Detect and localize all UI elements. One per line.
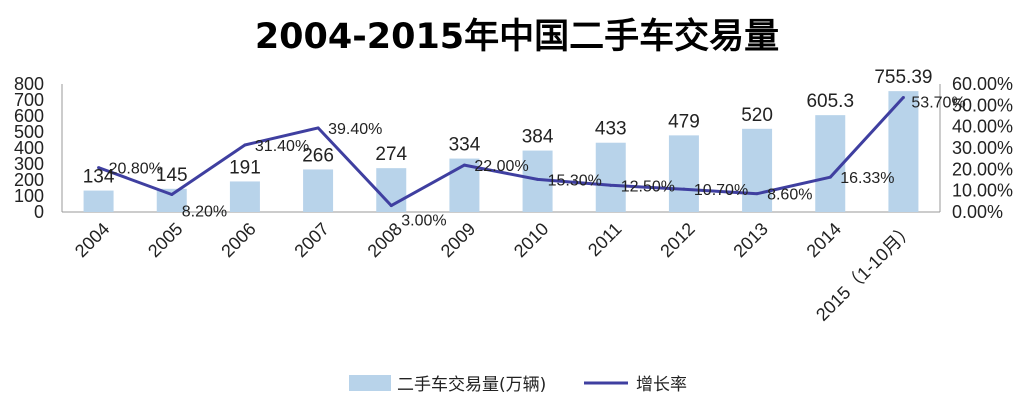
bar [888,91,919,212]
bar-data-label: 334 [449,135,481,156]
legend-label-line: 增长率 [636,375,687,395]
bar-data-label: 134 [83,167,115,188]
growth-data-label: 16.33% [840,170,894,187]
bar-data-label: 266 [302,145,334,166]
y-right-tick-label: 20.00% [952,159,1013,179]
x-tick-label: 2013 [729,219,771,261]
bar-data-label: 605.3 [806,91,854,112]
y-right-tick-label: 60.00% [952,74,1013,94]
growth-data-label: 8.60% [767,187,812,204]
legend-label-bar: 二手车交易量(万辆) [397,375,546,395]
bar [815,115,846,212]
y-right-tick-label: 0.00% [952,202,1003,222]
bar [595,142,626,212]
y-left-tick-label: 100 [14,186,44,206]
growth-point [682,187,686,191]
y-left-tick-label: 500 [14,122,44,142]
growth-data-label: 8.20% [182,204,227,221]
x-tick-label: 2014 [803,219,845,261]
bar [742,128,773,212]
y-left-tick-label: 0 [34,202,44,222]
growth-data-label: 10.70% [694,182,748,199]
bar [83,190,114,212]
growth-point [609,183,613,187]
x-tick-label: 2005 [144,219,186,261]
bar-data-label: 145 [156,165,188,186]
bar-data-label: 433 [595,119,627,140]
x-tick-label: 2004 [71,219,113,261]
x-tick-label: 2007 [290,219,332,261]
growth-point [901,95,905,99]
bar-data-label: 520 [741,105,773,126]
bar-data-label: 191 [229,157,261,178]
y-right-tick-label: 50.00% [952,95,1013,115]
growth-point [828,175,832,179]
x-tick-label: 2006 [217,219,259,261]
growth-line [98,96,905,208]
growth-data-label: 20.80% [109,161,163,178]
y-left-tick-label: 400 [14,138,44,158]
growth-data-label: 31.40% [255,138,309,155]
bar-data-label: 479 [668,111,700,132]
growth-point [536,177,540,181]
growth-point [97,166,101,170]
x-tick-label: 2010 [510,219,552,261]
x-tick-label: 2008 [364,219,406,261]
growth-data-label: 53.70% [911,94,965,111]
y-left-tick-label: 200 [14,170,44,190]
y-right-tick-label: 10.00% [952,181,1013,201]
growth-point [170,193,174,197]
growth-point [316,126,320,130]
growth-data-label: 12.50% [621,178,675,195]
x-tick-label: 2012 [656,219,698,261]
y-left-tick-label: 600 [14,106,44,126]
y-right-tick-label: 30.00% [952,138,1013,158]
bar [156,188,187,212]
bar-data-label: 384 [522,127,554,148]
growth-point [389,204,393,208]
y-left-tick-label: 800 [14,74,44,94]
chart-title: 2004-2015年中国二手车交易量 [255,16,779,57]
bar [303,169,334,212]
growth-data-label: 22.00% [474,158,528,175]
legend-swatch-bar [349,375,391,391]
bar-data-label: 274 [375,144,407,165]
bar [229,181,260,212]
growth-point [755,192,759,196]
x-tick-label: 2011 [584,219,626,261]
y-left-tick-label: 300 [14,154,44,174]
y-left-tick-label: 700 [14,90,44,110]
bar-data-label: 755.39 [874,67,932,88]
growth-data-label: 3.00% [401,213,446,230]
growth-data-label: 39.40% [328,121,382,138]
growth-data-label: 15.30% [548,172,602,189]
y-right-tick-label: 40.00% [952,117,1013,137]
legend: 二手车交易量(万辆) 增长率 [349,375,687,395]
bar [668,135,699,212]
growth-point [243,143,247,147]
growth-point [462,163,466,167]
